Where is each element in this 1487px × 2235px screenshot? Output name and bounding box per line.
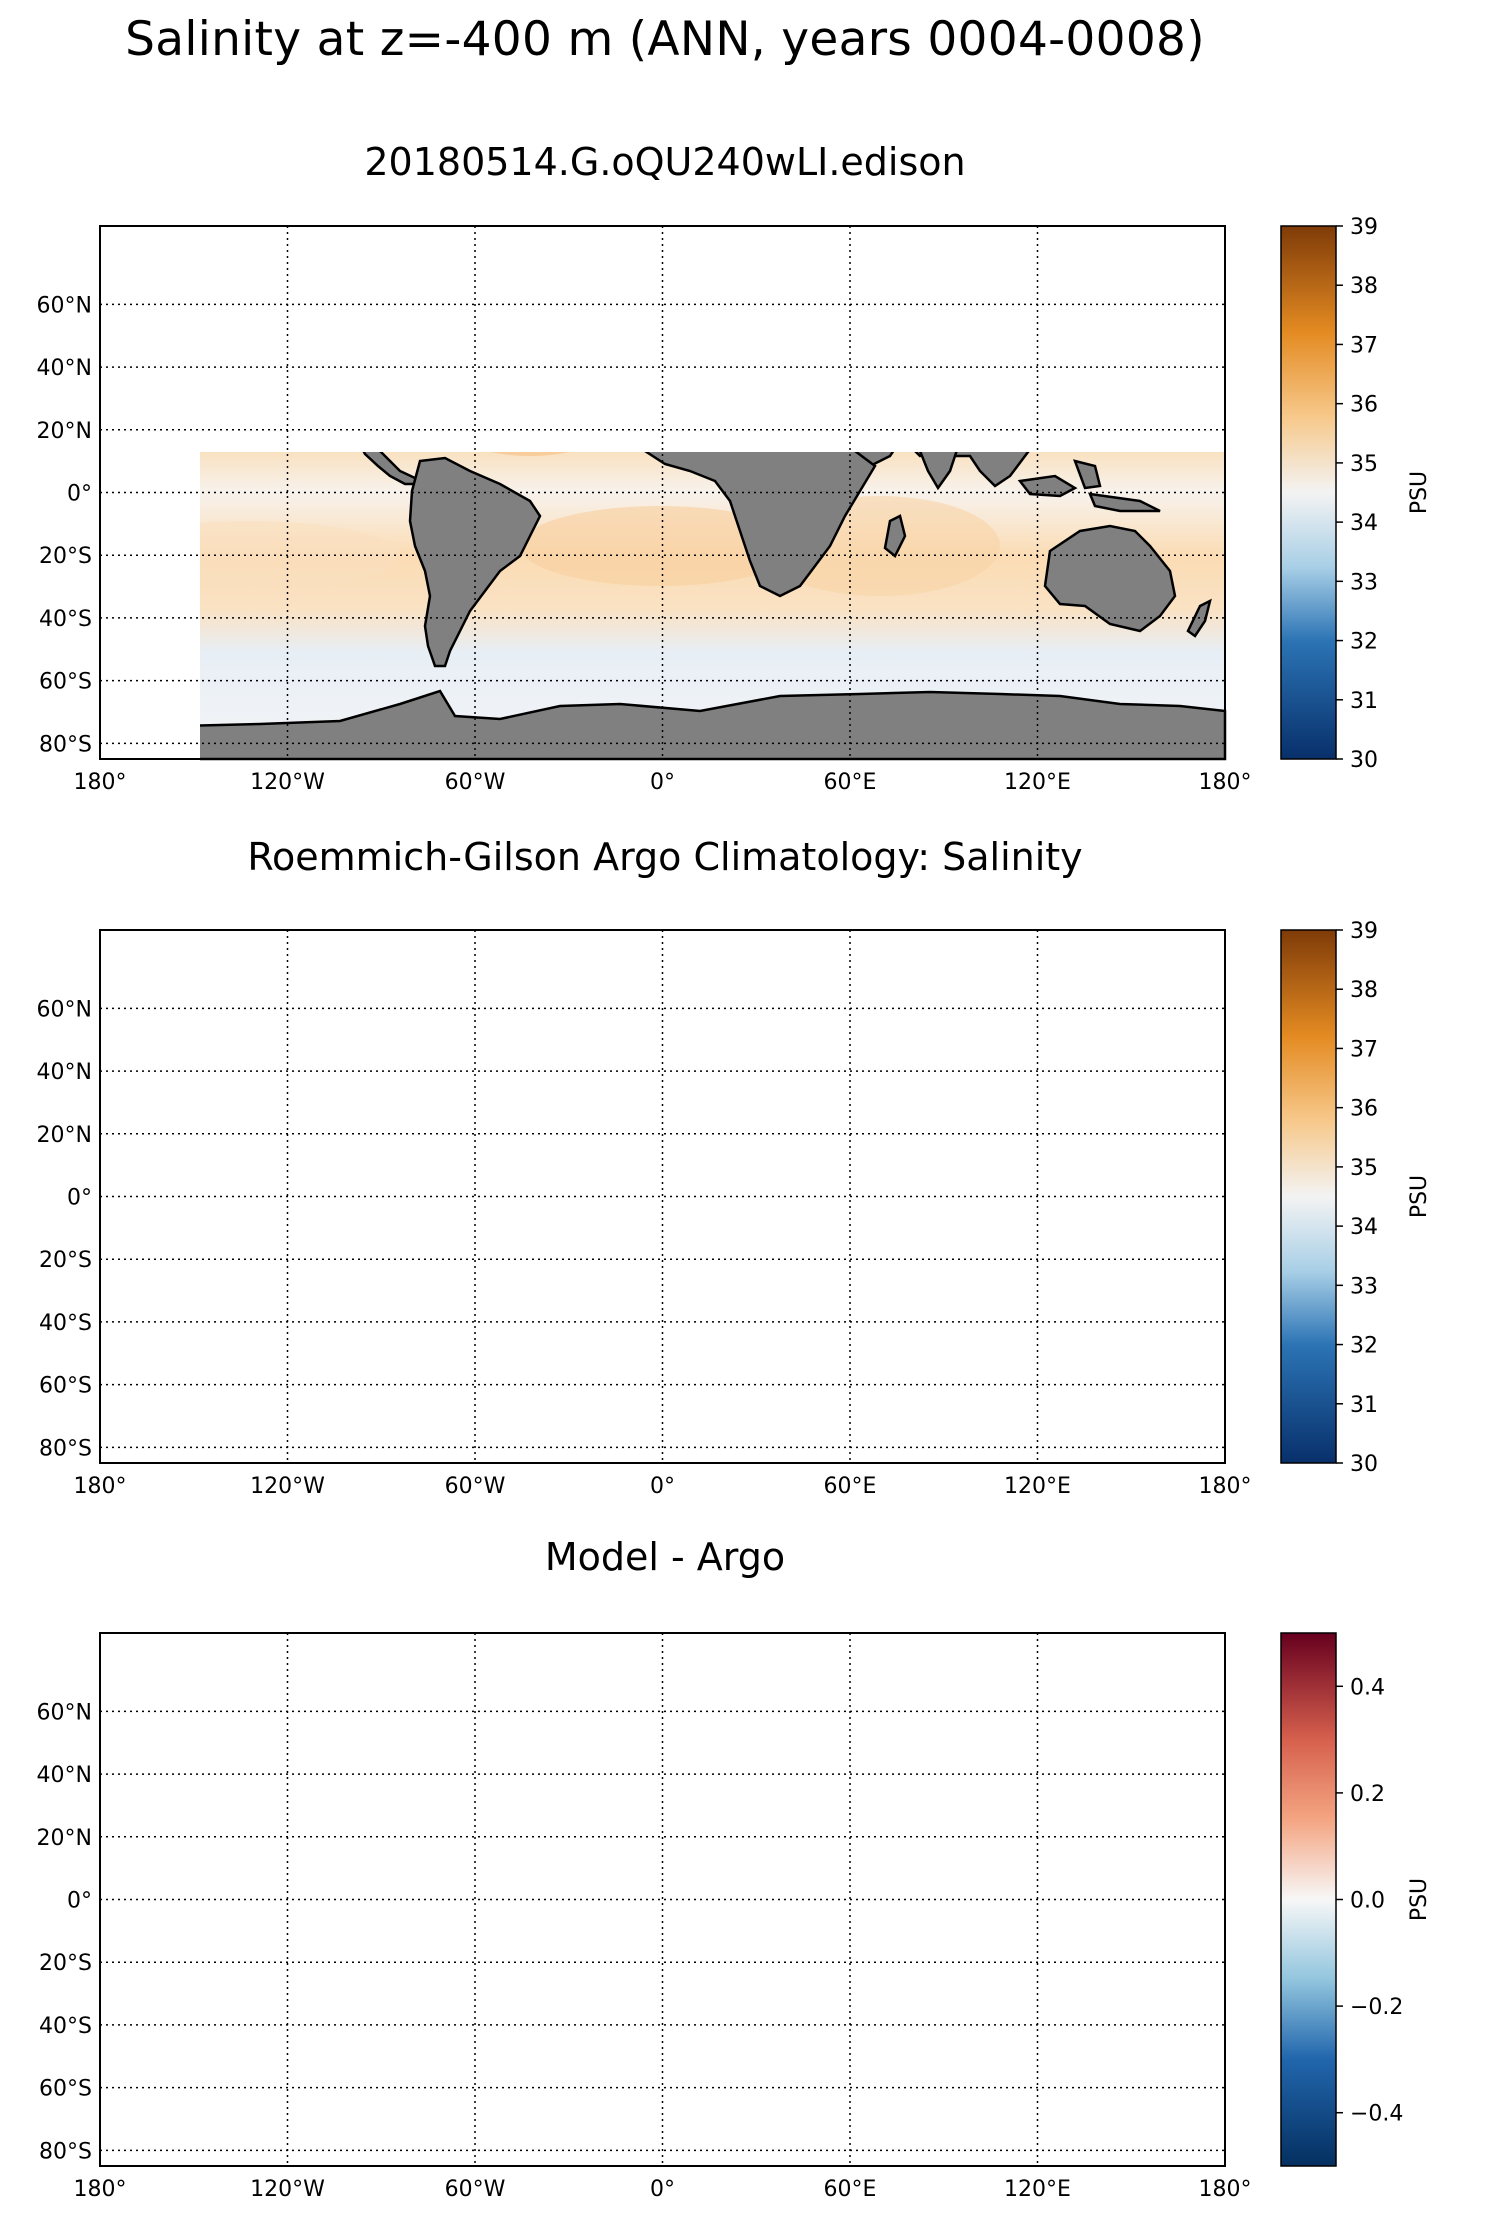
lat-tick-label: 20°S bbox=[39, 1951, 92, 1976]
lat-tick-label: 40°N bbox=[37, 1763, 92, 1788]
panel-3-map: 180° 120°W 60°W 0° 60°E 120°E 180° 60°N 40°N 20°N… bbox=[37, 1632, 1252, 2202]
colorbar-tick-label: −0.2 bbox=[1350, 1995, 1403, 2020]
lat-tick-label: 60°S bbox=[39, 1374, 92, 1399]
lon-tick-label: 180° bbox=[74, 2177, 127, 2202]
panel-2-colorbar: 30 31 32 33 34 35 36 37 38 39 PSU bbox=[1280, 919, 1432, 1477]
panel-2-axis-ticks: 180° 120°W 60°W 0° 60°E 120°E 180° 60°N 40°N 20°N… bbox=[37, 997, 1252, 1499]
colorbar-tick-label: 39 bbox=[1350, 215, 1378, 240]
colorbar-label: PSU bbox=[1407, 471, 1432, 514]
colorbar-tick-label: 33 bbox=[1350, 570, 1378, 595]
lon-tick-label: 120°E bbox=[1004, 2177, 1071, 2202]
lat-tick-label: 60°S bbox=[39, 2077, 92, 2102]
lon-tick-label: 60°W bbox=[445, 2177, 506, 2202]
panel-1-axis-ticks: 180° 120°W 60°W 0° 60°E 120°E 180° 60°N 40°N 20°N… bbox=[37, 293, 1252, 795]
colorbar-tick-label: 0.0 bbox=[1350, 1889, 1385, 1914]
lon-tick-label: 0° bbox=[650, 770, 675, 795]
colorbar-tick-label: 34 bbox=[1350, 511, 1378, 536]
lon-tick-label: 60°W bbox=[445, 1474, 506, 1499]
lat-tick-label: 0° bbox=[67, 1889, 92, 1914]
panel-3-colorbar: 0.4 0.2 0.0 −0.2 −0.4 PSU bbox=[1280, 1632, 1432, 2167]
lon-tick-label: 0° bbox=[650, 1474, 675, 1499]
colorbar-tick-label: 37 bbox=[1350, 1037, 1378, 1062]
lat-tick-label: 60°N bbox=[37, 1700, 92, 1725]
lat-tick-label: 20°N bbox=[37, 1826, 92, 1851]
colorbar-label: PSU bbox=[1407, 1878, 1432, 1921]
lon-tick-label: 180° bbox=[74, 1474, 127, 1499]
lon-tick-label: 60°E bbox=[824, 1474, 877, 1499]
lat-tick-label: 40°N bbox=[37, 356, 92, 381]
panel-2-map: 180° 120°W 60°W 0° 60°E 120°E 180° 60°N 40°N 20°N… bbox=[37, 929, 1252, 1499]
colorbar-tick-label: 34 bbox=[1350, 1215, 1378, 1240]
lon-tick-label: 0° bbox=[650, 2177, 675, 2202]
colorbar-tick-label: 39 bbox=[1350, 919, 1378, 944]
colorbar-tick-label: 31 bbox=[1350, 689, 1378, 714]
colorbar-tick-label: 35 bbox=[1350, 1156, 1378, 1181]
panel-1-map: 180° 120°W 60°W 0° 60°E 120°E 180° 60°N 40°N 20°N… bbox=[37, 225, 1252, 795]
panel-1-colorbar: 30 31 32 33 34 35 36 37 38 39 PSU bbox=[1280, 215, 1432, 773]
panel-2-title: Roemmich-Gilson Argo Climatology: Salini… bbox=[247, 835, 1083, 879]
colorbar-tick-label: 36 bbox=[1350, 393, 1378, 418]
colorbar-tick-label: 38 bbox=[1350, 978, 1378, 1003]
lat-tick-label: 20°N bbox=[37, 419, 92, 444]
lat-tick-label: 80°S bbox=[39, 732, 92, 757]
lon-tick-label: 180° bbox=[1199, 1474, 1252, 1499]
panel-3-title: Model - Argo bbox=[544, 1535, 786, 1579]
figure-title: Salinity at z=-400 m (ANN, years 0004-00… bbox=[125, 12, 1205, 67]
lon-tick-label: 60°W bbox=[445, 770, 506, 795]
panel-2-gridlines bbox=[100, 930, 1225, 1463]
colorbar-tick-label: 32 bbox=[1350, 1334, 1378, 1359]
lat-tick-label: 40°N bbox=[37, 1060, 92, 1085]
lat-tick-label: 20°N bbox=[37, 1123, 92, 1148]
colorbar-tick-label: 38 bbox=[1350, 274, 1378, 299]
lon-tick-label: 120°E bbox=[1004, 770, 1071, 795]
panel-1-title: 20180514.G.oQU240wLI.edison bbox=[364, 140, 966, 184]
colorbar-tick-label: 37 bbox=[1350, 333, 1378, 358]
colorbar-tick-label: 35 bbox=[1350, 452, 1378, 477]
lon-tick-label: 180° bbox=[1199, 2177, 1252, 2202]
lat-tick-label: 40°S bbox=[39, 1311, 92, 1336]
lon-tick-label: 180° bbox=[74, 770, 127, 795]
colorbar-tick-label: 31 bbox=[1350, 1393, 1378, 1418]
lat-tick-label: 80°S bbox=[39, 2139, 92, 2164]
lon-tick-label: 60°E bbox=[824, 2177, 877, 2202]
lat-tick-label: 0° bbox=[67, 482, 92, 507]
colorbar-tick-label: 32 bbox=[1350, 630, 1378, 655]
colorbar-tick-label: −0.4 bbox=[1350, 2102, 1403, 2127]
lon-tick-label: 120°W bbox=[250, 2177, 325, 2202]
lon-tick-label: 180° bbox=[1199, 770, 1252, 795]
lat-tick-label: 20°S bbox=[39, 1248, 92, 1273]
panel-1-gridlines bbox=[100, 226, 1225, 759]
lat-tick-label: 20°S bbox=[39, 544, 92, 569]
panel-3-gridlines bbox=[100, 1633, 1225, 2166]
colorbar-tick-label: 30 bbox=[1350, 748, 1378, 773]
colorbar-label: PSU bbox=[1407, 1175, 1432, 1218]
lon-tick-label: 60°E bbox=[824, 770, 877, 795]
lat-tick-label: 60°S bbox=[39, 670, 92, 695]
lat-tick-label: 60°N bbox=[37, 293, 92, 318]
lat-tick-label: 60°N bbox=[37, 997, 92, 1022]
colorbar-tick-label: 33 bbox=[1350, 1274, 1378, 1299]
lon-tick-label: 120°W bbox=[250, 1474, 325, 1499]
panel-3-axis-ticks: 180° 120°W 60°W 0° 60°E 120°E 180° 60°N 40°N 20°N… bbox=[37, 1700, 1252, 2202]
colorbar-tick-label: 0.2 bbox=[1350, 1782, 1385, 1807]
colorbar-tick-label: 36 bbox=[1350, 1097, 1378, 1122]
lat-tick-label: 40°S bbox=[39, 2014, 92, 2039]
lon-tick-label: 120°E bbox=[1004, 1474, 1071, 1499]
lat-tick-label: 80°S bbox=[39, 1436, 92, 1461]
lat-tick-label: 0° bbox=[67, 1186, 92, 1211]
colorbar-tick-label: 30 bbox=[1350, 1452, 1378, 1477]
lon-tick-label: 120°W bbox=[250, 770, 325, 795]
colorbar-tick-label: 0.4 bbox=[1350, 1675, 1385, 1700]
lat-tick-label: 40°S bbox=[39, 607, 92, 632]
